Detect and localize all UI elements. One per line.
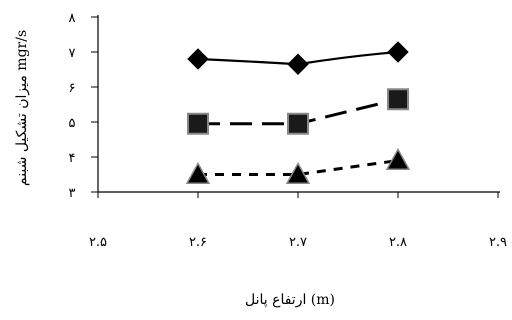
x-axis-title: ارتفاع پانل (m) [245, 292, 335, 308]
y-tick-label: ۳ [69, 186, 76, 201]
data-point-diamond [287, 53, 309, 75]
x-tick-label: ۲.۹ [489, 235, 507, 250]
y-axis-title: میزان تشکیل شبنم mgr/s [14, 30, 30, 186]
data-point-square [387, 88, 409, 111]
data-point-square [287, 112, 309, 135]
x-tick-label: ۲.۵ [89, 235, 107, 250]
data-point-square [187, 112, 209, 135]
data-point-triangle [285, 161, 311, 185]
x-tick-label: ۲.۸ [389, 235, 407, 250]
y-tick-label: ۶ [69, 81, 76, 96]
data-point-triangle [385, 147, 411, 171]
x-tick-label: ۲.۷ [289, 235, 307, 250]
data-point-triangle [185, 161, 211, 185]
data-point-diamond [387, 41, 409, 63]
y-tick-label: ۴ [69, 151, 76, 166]
series-markers [185, 41, 411, 185]
y-tick-label: ۷ [69, 46, 76, 61]
y-tick-label: ۵ [69, 116, 76, 131]
y-tick-label: ۸ [69, 11, 76, 26]
plot-area: ۳ ۴ ۵ ۶ ۷ ۸ ۲.۵ ۲.۶ ۲.۷ ۲.۸ ۲.۹ [69, 11, 508, 250]
x-tick-label: ۲.۶ [189, 235, 207, 250]
x-ticks: ۲.۵ ۲.۶ ۲.۷ ۲.۸ ۲.۹ [89, 192, 507, 250]
data-point-diamond [187, 48, 209, 70]
y-ticks: ۳ ۴ ۵ ۶ ۷ ۸ [69, 11, 98, 201]
